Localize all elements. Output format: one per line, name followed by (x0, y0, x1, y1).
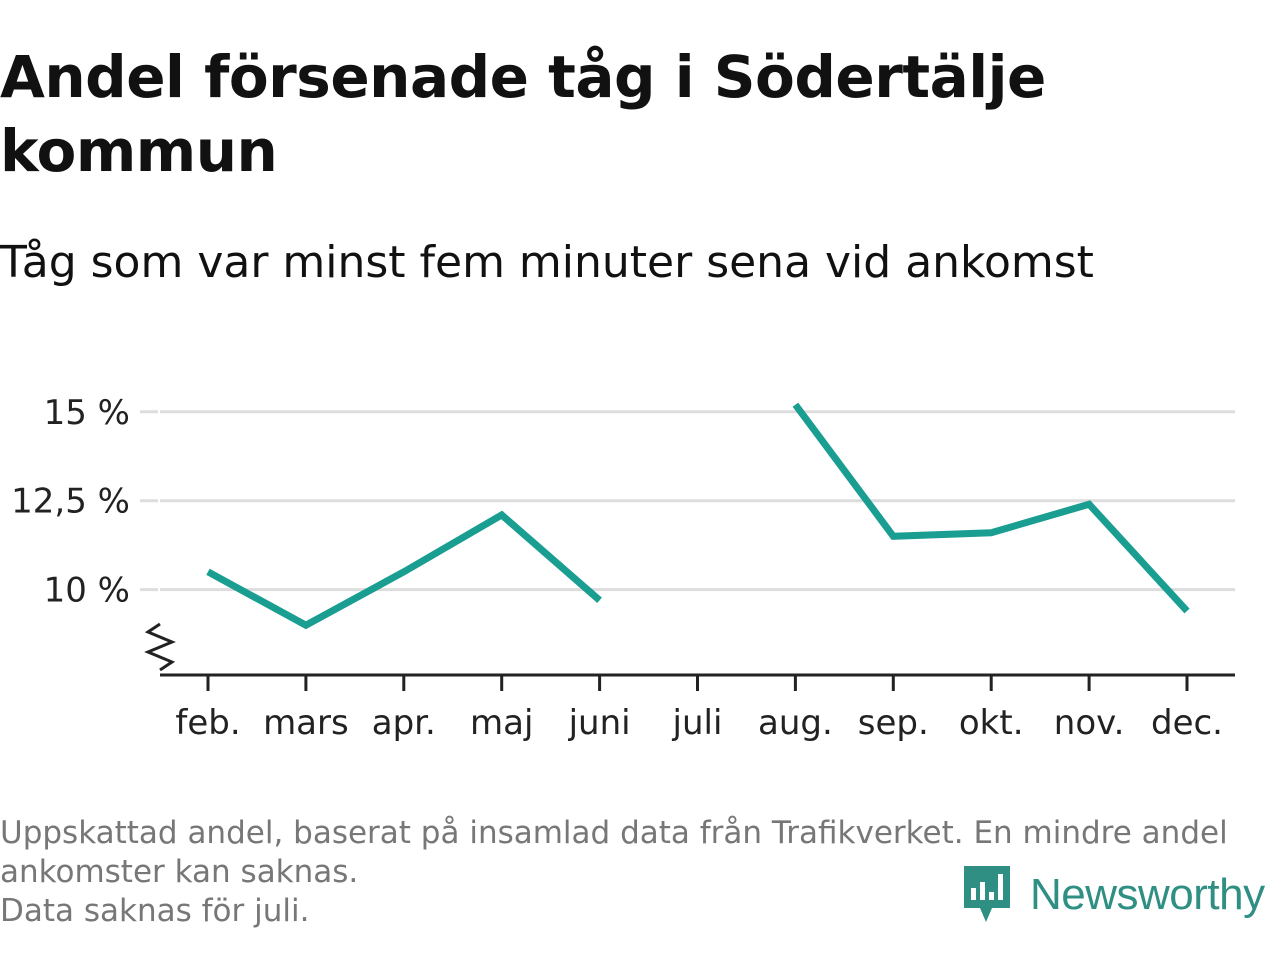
grid-lines (140, 410, 1235, 592)
newsworthy-logo-icon (964, 866, 1010, 922)
y-axis-tick-labels: 10 % 12,5 % 15 % (11, 393, 130, 611)
footnote-missing-data: Data saknas för juli. (0, 893, 310, 929)
x-tick-label: nov. (1054, 703, 1125, 743)
series-lines (206, 402, 1190, 630)
x-tick-label: juni (568, 703, 631, 743)
footnote-source: Uppskattad andel, baserat på insamlad da… (0, 815, 1238, 890)
x-tick-label: dec. (1151, 703, 1223, 743)
x-tick-label: feb. (175, 703, 240, 743)
x-tick-label: sep. (858, 703, 929, 743)
brand-logo: Newsworthy (962, 864, 1265, 926)
x-tick-label: maj (470, 703, 533, 743)
x-axis-tick-labels: feb. mars apr. maj juni juli aug. sep. okt. nov. d… (175, 675, 1223, 743)
y-tick-label: 12,5 % (11, 482, 130, 522)
x-tick-label: okt. (959, 703, 1024, 743)
footnote: Uppskattad andel, baserat på insamlad da… (0, 814, 1260, 931)
y-tick-label: 10 % (44, 571, 130, 611)
series-line-segment (792, 402, 1190, 614)
chart-subtitle: Tåg som var minst fem minuter sena vid a… (0, 237, 1094, 288)
brand-name: Newsworthy (1030, 870, 1265, 919)
series-line-segment (206, 510, 602, 630)
x-axis (144, 622, 1235, 677)
line-chart: 10 % 12,5 % 15 % feb. mars apr. maj juni juli au… (11, 393, 1235, 743)
x-tick-label: apr. (372, 703, 436, 743)
y-tick-label: 15 % (44, 393, 130, 433)
x-tick-label: juli (672, 703, 723, 743)
x-tick-label: aug. (758, 703, 833, 743)
x-tick-label: mars (263, 703, 349, 743)
chart-title: Andel försenade tåg i Södertälje kommun (0, 43, 1046, 185)
axis-break-mark (144, 622, 176, 672)
